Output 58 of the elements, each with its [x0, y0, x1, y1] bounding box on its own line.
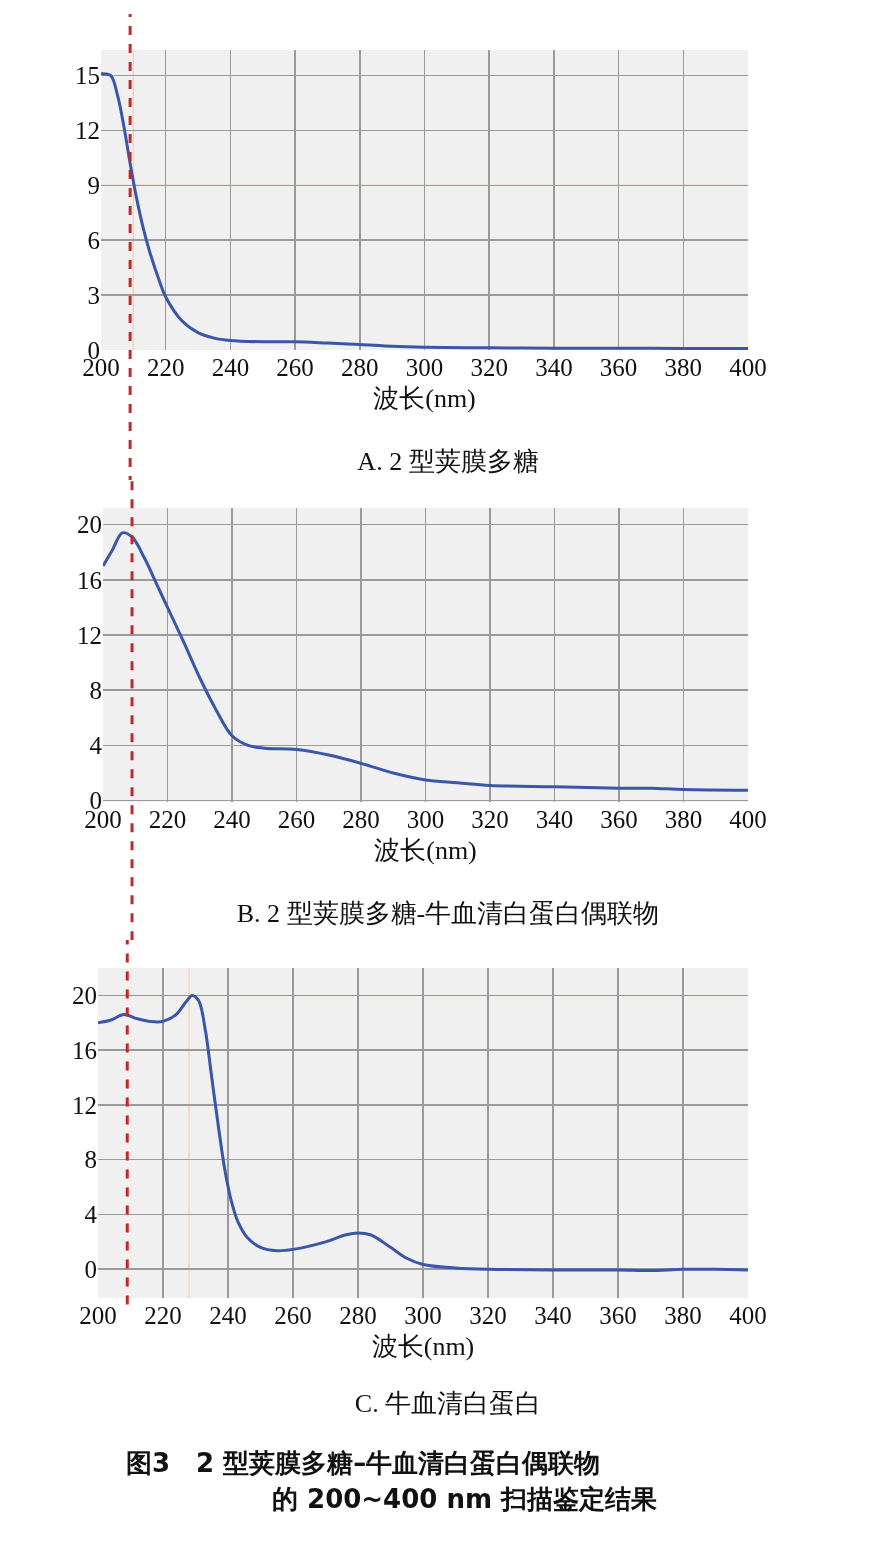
x-tick-label: 240 — [213, 806, 251, 833]
y-tick-label: 20 — [72, 982, 97, 1010]
x-tick-label: 300 — [405, 354, 444, 381]
x-tick-label: 340 — [535, 354, 573, 381]
text: 的 200~400 nm 扫描鉴定结果 — [272, 1484, 658, 1514]
x-tick-label: 340 — [534, 1302, 572, 1329]
y-tick-label: 16 — [77, 566, 102, 594]
y-tick-label: 4 — [84, 1201, 98, 1229]
text: B. 2 型荚膜多糖-牛血清白蛋白偶联物 — [236, 898, 660, 928]
y-tick-label: 6 — [87, 226, 100, 254]
x-tick-label: 260 — [274, 1302, 312, 1329]
x-tick-label: 320 — [469, 1302, 507, 1329]
x-tick-label: 300 — [404, 1302, 442, 1329]
y-tick-label: 15 — [75, 62, 100, 90]
y-tick-label: 8 — [89, 676, 102, 704]
y-tick-label: 12 — [72, 1091, 97, 1119]
x-tick-label: 360 — [600, 806, 638, 833]
x-tick-label: 260 — [277, 806, 316, 833]
x-tick-label: 280 — [339, 1302, 377, 1329]
x-tick-label: 300 — [406, 806, 445, 833]
y-tick-label: 4 — [89, 732, 103, 760]
x-tick-label: 240 — [209, 1302, 247, 1329]
x-tick-label: 380 — [664, 1302, 702, 1329]
x-tick-label: 320 — [471, 806, 509, 833]
x-tick-label: 220 — [146, 354, 185, 381]
line-series — [98, 993, 748, 1273]
x-tick-label: 200 — [79, 1302, 117, 1329]
y-tick-label: 12 — [77, 621, 102, 649]
x-axis-title: 波长(nm) — [371, 1331, 475, 1361]
y-tick-label: 16 — [72, 1036, 97, 1064]
line-series — [101, 72, 748, 350]
x-tick-label: 380 — [664, 806, 703, 833]
y-tick-label: 9 — [87, 172, 100, 200]
x-tick-label: 320 — [470, 354, 508, 381]
x-tick-label: 260 — [276, 354, 314, 381]
x-tick-label: 400 — [729, 806, 767, 833]
x-tick-label: 280 — [342, 806, 380, 833]
line-series — [103, 531, 748, 792]
x-axis-title: 波长(nm) — [374, 835, 477, 865]
y-tick-label: 8 — [84, 1146, 97, 1174]
x-tick-label: 240 — [211, 354, 250, 381]
y-tick-label: 20 — [77, 511, 102, 539]
y-tick-label: 12 — [75, 117, 100, 145]
caption: 图3 2 型荚膜多糖–牛血清白蛋白偶联物 — [126, 1448, 601, 1478]
text: C. 牛血清白蛋白 — [354, 1389, 542, 1419]
x-tick-label: 280 — [341, 354, 379, 381]
x-tick-label: 360 — [599, 1302, 637, 1329]
x-tick-label: 400 — [729, 1302, 767, 1329]
x-tick-label: 220 — [148, 806, 187, 833]
y-tick-label: 3 — [87, 281, 100, 309]
x-tick-label: 340 — [535, 806, 574, 833]
x-axis-title: 波长(nm) — [373, 383, 476, 413]
x-tick-label: 360 — [599, 354, 638, 381]
x-tick-label: 380 — [664, 354, 703, 381]
x-tick-label: 220 — [144, 1302, 182, 1329]
x-tick-label: 400 — [729, 354, 767, 381]
text: A. 2 型荚膜多糖 — [357, 446, 539, 476]
y-tick-label: 0 — [84, 1255, 97, 1283]
